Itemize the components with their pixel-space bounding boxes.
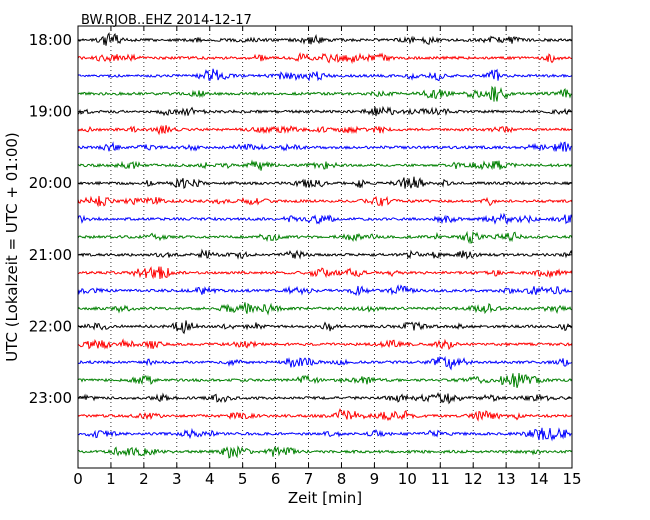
trace-1 [77, 52, 573, 65]
y-axis-label: UTC (Lokalzeit = UTC + 01:00) [3, 132, 21, 362]
x-axis: 0 1 2 3 4 5 6 7 8 9 10 11 12 13 14 15 [73, 26, 582, 488]
x-tick-label-5: 5 [238, 470, 248, 488]
y-axis: 18:00 19:00 20:00 21:00 22:00 23:00 [29, 31, 572, 407]
trace-12 [77, 248, 573, 260]
trace-7 [77, 159, 573, 171]
y-tick-label-5: 23:00 [29, 389, 72, 407]
trace-group [77, 32, 573, 459]
trace-18 [77, 355, 573, 371]
x-tick-label-7: 7 [304, 470, 314, 488]
trace-10 [77, 212, 573, 226]
x-tick-label-1: 1 [106, 470, 116, 488]
trace-22 [77, 427, 573, 442]
trace-3 [77, 85, 573, 102]
x-tick-label-14: 14 [530, 470, 549, 488]
trace-20 [77, 391, 573, 405]
x-tick-label-3: 3 [172, 470, 182, 488]
trace-21 [77, 408, 573, 422]
trace-19 [77, 373, 573, 388]
x-tick-label-15: 15 [562, 470, 581, 488]
trace-13 [77, 266, 573, 280]
x-tick-label-9: 9 [370, 470, 380, 488]
x-tick-label-2: 2 [139, 470, 149, 488]
trace-6 [77, 141, 573, 153]
y-tick-label-3: 21:00 [29, 246, 72, 264]
y-tick-label-1: 19:00 [29, 103, 72, 121]
x-tick-label-12: 12 [464, 470, 483, 488]
trace-11 [77, 230, 573, 245]
trace-23 [77, 445, 573, 459]
trace-2 [77, 68, 573, 82]
trace-9 [77, 195, 573, 208]
x-tick-label-8: 8 [337, 470, 347, 488]
x-tick-label-13: 13 [497, 470, 516, 488]
x-tick-label-4: 4 [205, 470, 215, 488]
trace-5 [77, 124, 573, 136]
x-tick-label-0: 0 [73, 470, 83, 488]
x-axis-label: Zeit [min] [288, 489, 362, 507]
y-tick-label-0: 18:00 [29, 31, 72, 49]
y-tick-label-2: 20:00 [29, 174, 72, 192]
trace-14 [77, 284, 573, 297]
trace-0 [77, 32, 573, 46]
chart-title: BW.RJOB..EHZ 2014-12-17 [81, 13, 252, 28]
trace-8 [77, 176, 573, 189]
trace-17 [77, 338, 573, 351]
plot-frame [77, 25, 573, 469]
trace-15 [77, 302, 573, 316]
y-tick-label-4: 22:00 [29, 317, 72, 335]
x-tick-label-11: 11 [431, 470, 450, 488]
x-tick-label-6: 6 [271, 470, 281, 488]
x-tick-label-10: 10 [398, 470, 417, 488]
trace-16 [77, 320, 573, 335]
vertical-grid [110, 26, 540, 468]
trace-4 [77, 105, 573, 117]
